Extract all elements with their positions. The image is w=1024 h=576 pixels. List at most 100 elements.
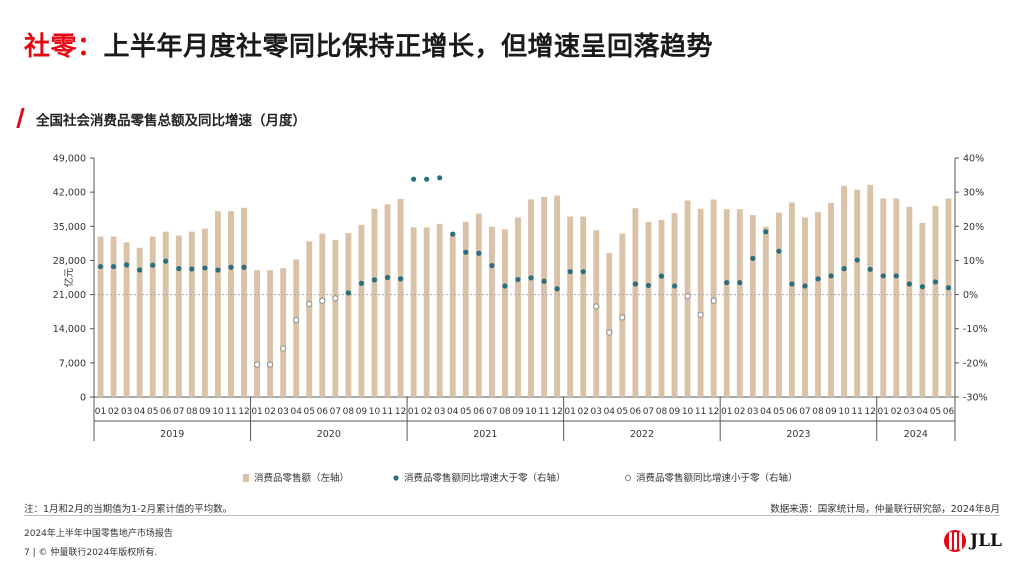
retail-sales-bar <box>515 217 521 397</box>
right-tick-label: 30% <box>963 188 984 199</box>
retail-sales-bar <box>358 224 365 397</box>
yoy-growth-positive-dot <box>737 280 743 286</box>
retail-sales-bar <box>214 211 221 397</box>
retail-sales-bar <box>815 212 821 397</box>
left-tick-label: 28,000 <box>53 256 86 267</box>
month-tick-label: 05 <box>617 407 628 417</box>
yoy-growth-positive-dot <box>371 277 378 283</box>
retail-sales-bar <box>645 221 652 397</box>
month-tick-label: 09 <box>356 407 368 417</box>
month-tick-label: 08 <box>343 407 355 417</box>
yoy-growth-positive-dot <box>815 276 821 282</box>
month-tick-label: 11 <box>695 407 706 417</box>
yoy-growth-positive-dot <box>345 290 351 296</box>
yoy-growth-positive-dot <box>880 273 886 279</box>
month-tick-label: 07 <box>173 407 184 417</box>
month-tick-label: 11 <box>538 407 549 417</box>
yoy-growth-positive-dot <box>384 274 391 281</box>
yoy-growth-positive-dot <box>945 285 952 291</box>
yoy-growth-negative-dot <box>593 303 600 310</box>
yoy-growth-positive-dot <box>215 267 221 273</box>
yoy-growth-positive-dot <box>645 282 652 288</box>
year-label: 2024 <box>904 429 928 440</box>
yoy-growth-positive-dot <box>97 263 104 270</box>
retail-sales-bar <box>345 233 352 397</box>
yoy-growth-positive-dot <box>124 262 130 268</box>
retail-sales-bar <box>893 198 900 397</box>
yoy-growth-positive-dot <box>502 283 508 289</box>
retail-sales-bar <box>749 215 756 397</box>
left-tick-label: 0 <box>80 393 86 404</box>
retail-sales-bar <box>932 205 939 397</box>
retail-sales-bar <box>188 231 195 397</box>
month-tick-label: 03 <box>591 407 602 417</box>
yoy-growth-negative-dot <box>332 295 339 302</box>
retail-sales-bar <box>580 216 587 397</box>
retail-sales-bar <box>436 223 443 397</box>
month-tick-label: 01 <box>564 407 575 417</box>
retail-sales-bar <box>723 209 730 397</box>
page-title: 社零：上半年月度社零同比保持正增长，但增速呈回落趋势 <box>24 26 713 63</box>
right-tick-label: 0% <box>963 290 978 301</box>
month-tick-label: 04 <box>447 407 459 417</box>
retail-sales-bar <box>136 247 143 397</box>
month-tick-label: 02 <box>734 407 745 417</box>
year-label: 2023 <box>786 429 810 440</box>
retail-sales-bar <box>658 219 665 397</box>
year-label: 2021 <box>473 429 497 440</box>
retail-sales-bar <box>384 204 391 397</box>
left-tick-label: 21,000 <box>53 290 86 301</box>
yoy-growth-negative-dot <box>684 293 691 300</box>
month-tick-label: 07 <box>486 407 497 417</box>
month-tick-label: 02 <box>264 407 275 417</box>
yoy-growth-positive-dot <box>515 276 521 283</box>
retail-sales-bar <box>175 235 182 397</box>
yoy-growth-positive-dot <box>789 281 795 287</box>
month-tick-label: 05 <box>930 407 941 417</box>
chart-note: 注：1月和2月的当期值为1-2月累计值的平均数。 <box>24 504 233 515</box>
yoy-growth-positive-dot <box>750 255 756 261</box>
month-tick-label: 04 <box>917 407 929 417</box>
yoy-growth-positive-dot <box>228 264 234 270</box>
yoy-growth-positive-dot <box>776 248 782 254</box>
retail-sales-bar <box>775 212 782 397</box>
month-tick-label: 01 <box>721 407 732 417</box>
right-tick-label: -20% <box>963 358 988 369</box>
yoy-growth-positive-dot <box>437 175 443 181</box>
month-tick-label: 02 <box>891 407 902 417</box>
retail-sales-chart: 0 7,000 14,000 21,000 28,000 35,000 42,000 49,0… <box>53 154 988 485</box>
month-tick-label: 09 <box>512 407 524 417</box>
retail-sales-bar <box>919 222 926 397</box>
yoy-growth-positive-dot <box>163 258 169 264</box>
month-tick-label: 08 <box>656 407 668 417</box>
yoy-growth-positive-dot <box>110 263 117 270</box>
month-tick-label: 01 <box>878 407 889 417</box>
jll-logo-icon <box>944 530 967 552</box>
yoy-growth-positive-dot <box>411 176 417 182</box>
retail-sales-bar <box>488 226 495 397</box>
yoy-growth-negative-dot <box>710 297 717 304</box>
month-tick-label: 10 <box>838 407 850 417</box>
month-tick-label: 03 <box>121 407 132 417</box>
retail-sales-bar <box>945 198 952 397</box>
yoy-growth-positive-dot <box>489 262 495 269</box>
retail-sales-bar <box>606 253 613 397</box>
yoy-growth-negative-dot <box>280 345 287 352</box>
month-tick-label: 07 <box>330 407 341 417</box>
month-tick-label: 03 <box>277 407 288 417</box>
month-tick-label: 10 <box>369 407 381 417</box>
legend-label: 消费品零售额同比增速大于零（右轴） <box>404 472 566 484</box>
month-tick-label: 06 <box>160 407 172 417</box>
retail-sales-bar <box>306 241 313 397</box>
retail-sales-bar <box>632 208 639 397</box>
retail-sales-bar <box>567 216 574 397</box>
legend-positive-dot <box>393 475 399 481</box>
month-tick-label: 04 <box>604 407 616 417</box>
month-tick-label: 12 <box>551 407 562 417</box>
yoy-growth-positive-dot <box>541 278 547 284</box>
month-tick-label: 12 <box>864 407 875 417</box>
retail-sales-bar <box>228 211 234 397</box>
retail-sales-bar <box>449 235 456 397</box>
year-label: 2020 <box>317 429 341 440</box>
month-tick-label: 06 <box>473 407 485 417</box>
